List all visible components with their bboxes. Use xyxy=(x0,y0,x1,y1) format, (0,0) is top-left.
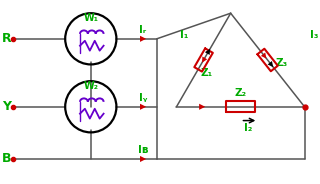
Text: I₂: I₂ xyxy=(244,123,252,133)
Text: Iᵣ: Iᵣ xyxy=(140,25,147,35)
Text: W₁: W₁ xyxy=(83,13,98,23)
Text: Z₂: Z₂ xyxy=(235,88,247,98)
Text: Z₁: Z₁ xyxy=(200,68,212,78)
Text: Y: Y xyxy=(2,100,11,113)
Text: I₃: I₃ xyxy=(310,30,319,40)
Text: R: R xyxy=(1,32,11,45)
Text: Z₃: Z₃ xyxy=(275,58,287,68)
Text: Iʙ: Iʙ xyxy=(138,145,148,155)
Text: I₁: I₁ xyxy=(180,30,188,40)
Text: B: B xyxy=(2,153,11,165)
Text: Iᵧ: Iᵧ xyxy=(139,93,147,103)
Text: W₂: W₂ xyxy=(83,81,98,91)
